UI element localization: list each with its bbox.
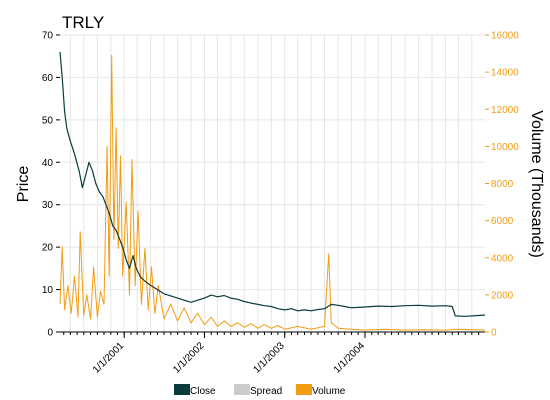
y-tick-label: 10 bbox=[42, 285, 54, 296]
close-layer bbox=[59, 51, 486, 317]
y2-axis-title: Volume (Thousands) bbox=[528, 110, 545, 258]
y2-tick-label: 2000 bbox=[491, 290, 514, 301]
legend-label-spread: Spread bbox=[250, 386, 282, 397]
y2-tick-label: 14000 bbox=[491, 68, 519, 79]
y2-tick-label: 10000 bbox=[491, 142, 519, 153]
y2-tick-label: 4000 bbox=[491, 253, 514, 264]
chart-title: TRLY bbox=[62, 13, 104, 32]
series-line-close bbox=[59, 51, 486, 317]
y-axis-ticks: 0 10 20 30 40 50 60 70 bbox=[42, 31, 60, 339]
legend-label-close: Close bbox=[190, 386, 216, 397]
y2-tick-label: 6000 bbox=[491, 216, 514, 227]
legend-swatch-volume bbox=[296, 384, 312, 395]
y-tick-label: 60 bbox=[42, 73, 54, 84]
y-tick-label: 70 bbox=[42, 31, 54, 42]
y2-tick-label: 12000 bbox=[491, 105, 519, 116]
y-axis-title: Price bbox=[15, 166, 32, 203]
y-tick-label: 20 bbox=[42, 243, 54, 254]
grid-lines bbox=[60, 34, 485, 333]
legend-label-volume: Volume bbox=[312, 386, 346, 397]
y2-tick-label: 0 bbox=[491, 328, 497, 339]
legend-swatch-close bbox=[174, 384, 190, 395]
y-tick-label: 50 bbox=[42, 115, 54, 126]
y-tick-label: 0 bbox=[47, 328, 53, 339]
legend-swatch-spread bbox=[234, 384, 250, 395]
y2-tick-label: 8000 bbox=[491, 179, 514, 190]
series-line-volume bbox=[59, 54, 486, 331]
y2-tick-label: 16000 bbox=[491, 31, 519, 42]
legend: Close Spread Volume bbox=[174, 384, 346, 397]
volume-layer bbox=[59, 54, 486, 331]
y-tick-label: 40 bbox=[42, 158, 54, 169]
y-tick-label: 30 bbox=[42, 200, 54, 211]
y2-axis-ticks: 0 2000 4000 6000 8000 10000 12000 14000 16000 bbox=[485, 31, 519, 339]
